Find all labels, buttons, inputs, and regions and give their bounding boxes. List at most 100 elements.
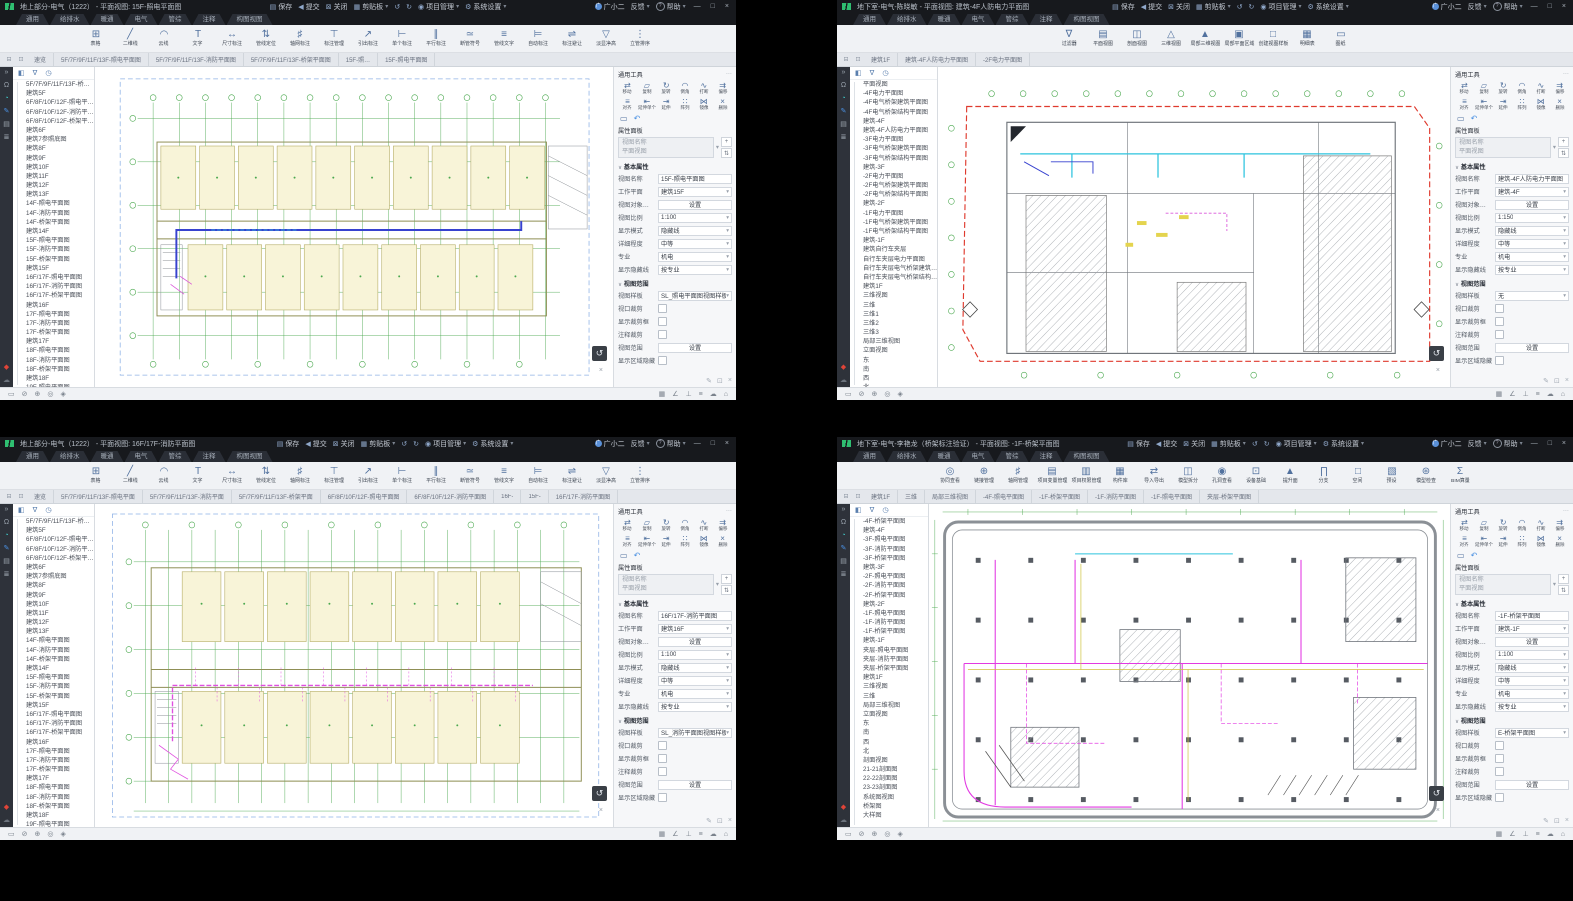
toolbar-button[interactable]: ↔ 尺寸标注 <box>216 466 249 484</box>
clear-properties-icon[interactable]: × <box>1564 377 1569 384</box>
ribbon-tab[interactable]: 构图视图 <box>227 451 273 462</box>
panel-tool-button[interactable]: ↻ 旋转 <box>1498 518 1508 532</box>
view-tree-item[interactable]: 建筑自行车夹层 <box>863 246 907 254</box>
user-menu[interactable]: 广广小二 <box>594 440 625 448</box>
toolbar-button[interactable]: ⋮ 立管排序 <box>624 466 657 484</box>
view-tree-item[interactable]: 16F/17F-桥架平面图 <box>26 729 83 737</box>
property-select[interactable]: 建筑16F ▾ <box>658 623 732 634</box>
swap-filter-icon[interactable]: ⇅ <box>721 585 732 595</box>
orientation-reset-button[interactable]: ↺ <box>1429 786 1444 801</box>
view-tree-item[interactable]: 建筑12F <box>26 619 50 627</box>
panel-tool-button[interactable]: ⋈ 镜像 <box>1536 97 1546 111</box>
toolbar-button[interactable]: ▤ 项目变量管理 <box>1036 466 1069 484</box>
view-tree-item[interactable]: 建筑6F <box>26 563 46 571</box>
edit-properties-icon[interactable]: ✎ <box>706 378 713 385</box>
property-checkbox[interactable] <box>658 741 667 750</box>
add-filter-icon[interactable]: + <box>721 574 732 584</box>
view-tree-item[interactable]: -1F-照电平面图 <box>863 609 906 617</box>
document-tab[interactable]: 5F/7F/9F/11F/13F-照电平面× <box>54 490 143 503</box>
close-widget-icon[interactable]: × <box>1435 367 1440 374</box>
panel-tool-button[interactable]: ↻ 旋转 <box>661 81 671 95</box>
view-tree-item[interactable]: 建筑13F <box>26 191 50 199</box>
selection-filter-icon[interactable]: ▭ <box>845 831 852 838</box>
home-icon[interactable]: ⌂ <box>723 390 728 398</box>
view-tree-item[interactable]: -2F-消防平面图 <box>863 582 906 590</box>
toolbar-button[interactable]: ⇌ 标注避让 <box>556 29 589 47</box>
property-select[interactable]: 中等 ▾ <box>658 238 732 249</box>
view-tree-item[interactable]: 建筑-4F <box>863 527 885 535</box>
grid-snap-icon[interactable]: ▦ <box>1495 831 1503 838</box>
toolbar-button[interactable]: ▦ 明细表 <box>1291 29 1324 47</box>
toolbar-button[interactable]: ◉ 孔洞查看 <box>1206 466 1239 484</box>
feedback-button[interactable]: 反馈 ▾ <box>630 440 650 448</box>
property-checkbox[interactable] <box>1495 317 1504 326</box>
toolbar-button[interactable]: ◫ 剖面视图 <box>1121 29 1154 47</box>
view-tree-item[interactable]: -1F电气桥架结构平面图 <box>863 228 928 235</box>
expand-panel-icon[interactable]: » <box>841 506 846 513</box>
document-tab[interactable]: -1F-消防平面图× <box>1088 490 1145 503</box>
promo-badge-icon[interactable]: ◆ <box>840 364 847 371</box>
cloud-sync-icon[interactable]: ☁ <box>1546 831 1554 838</box>
highlight-icon[interactable]: ◈ <box>897 831 903 838</box>
document-tab[interactable]: 16F-× <box>494 490 522 503</box>
list-icon[interactable]: ≣ <box>840 571 847 578</box>
panel-toggle-icon[interactable]: ◧ <box>18 507 25 514</box>
ortho-icon[interactable]: ⊥ <box>1522 391 1529 398</box>
settings-button[interactable]: 设置 <box>1495 779 1569 790</box>
cloud-sync-icon[interactable]: ☁ <box>709 391 717 398</box>
ribbon-tab[interactable]: 暖通 <box>928 451 961 462</box>
view-tree-item[interactable]: 局部三维视图 <box>863 338 901 346</box>
toolbar-button[interactable]: ⊨ 自动标注 <box>522 466 555 484</box>
toolbar-button[interactable]: ╱ 二维线 <box>114 29 147 47</box>
view-tree-item[interactable]: 18F-照电平面图 <box>26 784 70 792</box>
view-tree-item[interactable]: 5F/7F/9F/11F/13F-桥… <box>26 518 90 525</box>
support-headset-icon[interactable]: Ω <box>840 82 847 89</box>
toolbar-button[interactable]: ▥ 项目权限管理 <box>1070 466 1103 484</box>
panel-tool-button[interactable]: ∿ 打断 <box>699 518 709 532</box>
user-menu[interactable]: 广广小二 <box>594 3 625 11</box>
view-tree-item[interactable]: 立面视图 <box>863 710 888 718</box>
system-settings-button[interactable]: ⚙ 系统设置 ▾ <box>472 440 514 448</box>
toolbar-button[interactable]: ▭ 图纸 <box>1325 29 1358 47</box>
panel-tool-button[interactable]: ⇉ 偏移 <box>718 518 728 532</box>
toolbar-button[interactable]: ⇄ 导入导出 <box>1138 466 1171 484</box>
view-tree-item[interactable]: 22-22剖面图 <box>863 775 898 783</box>
property-select[interactable]: 按专业 ▾ <box>1495 701 1569 712</box>
document-tab[interactable]: -2F电力平面图× <box>976 53 1031 66</box>
more-icon[interactable]: ··· <box>1562 70 1569 77</box>
panel-tool-button[interactable]: ⇄ 移动 <box>622 81 632 95</box>
promo-badge-icon[interactable]: ◆ <box>840 804 847 811</box>
layers-icon[interactable]: ≡ <box>1535 390 1540 398</box>
copy-properties-icon[interactable]: ⊡ <box>717 378 723 385</box>
property-select[interactable]: 建筑-1F ▾ <box>1495 623 1569 634</box>
redo-button[interactable]: ↻ <box>413 440 419 448</box>
save-button[interactable]: ▤ 保存 <box>1127 440 1150 448</box>
ortho-icon[interactable]: ⊥ <box>1522 831 1529 838</box>
property-checkbox[interactable] <box>1495 304 1504 313</box>
property-select[interactable]: 1:100 ▾ <box>658 212 732 223</box>
help-button[interactable]: ? 帮助 ▾ <box>1492 2 1523 12</box>
panel-tool-button[interactable]: ▱ 复制 <box>642 518 652 532</box>
panel-tool-button[interactable]: ↻ 旋转 <box>1498 81 1508 95</box>
toolbar-button[interactable]: T 文字 <box>182 466 215 484</box>
toolbar-button[interactable]: ♯ 轴网标注 <box>284 466 317 484</box>
layers-icon[interactable]: ≡ <box>698 390 703 398</box>
view-tree-item[interactable]: -3F-照电平面图 <box>863 536 906 544</box>
view-tree-item[interactable]: 18F-消防平面图 <box>26 356 70 364</box>
expand-panel-icon[interactable]: » <box>4 69 9 76</box>
grid-snap-icon[interactable]: ▦ <box>658 831 666 838</box>
home-icon[interactable]: ⌂ <box>723 830 728 838</box>
property-checkbox[interactable] <box>658 754 667 763</box>
toolbar-button[interactable]: ◫ 模型拆分 <box>1172 466 1205 484</box>
property-select[interactable]: 1:100 ▾ <box>658 649 732 660</box>
toolbar-button[interactable]: □ 空间 <box>1342 466 1375 484</box>
view-tree-item[interactable]: 南 <box>863 365 870 373</box>
view-tree-item[interactable]: 建筑5F <box>26 527 46 535</box>
settings-button[interactable]: 设置 <box>1495 342 1569 353</box>
document-tab[interactable]: 建筑1F× <box>864 53 899 66</box>
ribbon-tab[interactable]: 暖通 <box>91 451 124 462</box>
folder-icon[interactable]: ▤ <box>3 121 10 128</box>
maximize-button[interactable]: □ <box>710 3 715 10</box>
support-headset-icon[interactable]: Ω <box>840 519 847 526</box>
view-tree-item[interactable]: -2F-照电平面图 <box>863 573 906 581</box>
